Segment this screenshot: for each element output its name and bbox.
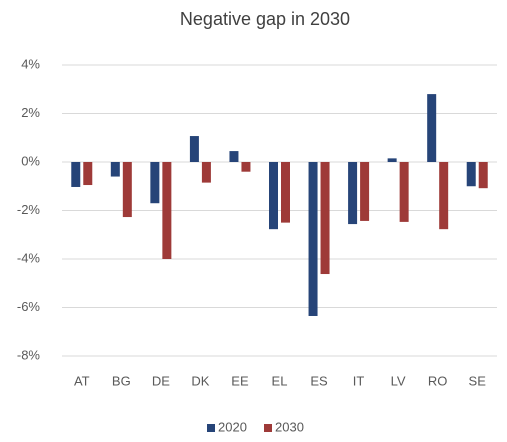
bar	[189, 136, 199, 162]
bar	[478, 162, 488, 189]
bar	[427, 94, 437, 162]
bar	[229, 151, 239, 162]
x-tick-label: ES	[310, 373, 328, 388]
x-tick-label: EL	[272, 373, 288, 388]
bar	[466, 162, 476, 187]
y-tick-label: 0%	[21, 153, 40, 168]
bar	[360, 162, 370, 221]
x-tick-label: IT	[353, 373, 365, 388]
bar	[71, 162, 81, 187]
x-tick-label: EE	[231, 373, 249, 388]
bar	[348, 162, 358, 225]
bar	[387, 158, 397, 162]
y-tick-label: -4%	[17, 250, 41, 265]
y-tick-label: -6%	[17, 299, 41, 314]
chart-title: Negative gap in 2030	[180, 9, 350, 29]
legend-label: 2030	[275, 419, 304, 434]
bar	[439, 162, 449, 230]
x-tick-label: SE	[469, 373, 487, 388]
bar	[150, 162, 160, 204]
legend-label: 2020	[218, 419, 247, 434]
bar	[281, 162, 290, 223]
bar	[162, 162, 172, 259]
y-tick-label: 4%	[21, 56, 40, 71]
y-tick-label: 2%	[21, 105, 40, 120]
x-tick-label: AT	[74, 373, 90, 388]
bar	[399, 162, 409, 222]
x-tick-label: RO	[428, 373, 448, 388]
bar	[110, 162, 120, 177]
bar	[320, 162, 330, 275]
bar	[241, 162, 251, 172]
legend-swatch	[264, 424, 272, 432]
bar	[122, 162, 132, 218]
legend-swatch	[207, 424, 215, 432]
bar	[83, 162, 93, 186]
x-tick-label: BG	[112, 373, 131, 388]
x-tick-label: LV	[391, 373, 406, 388]
x-tick-label: DE	[152, 373, 170, 388]
bar	[201, 162, 211, 183]
y-tick-label: -8%	[17, 347, 41, 362]
bar	[308, 162, 318, 316]
y-tick-label: -2%	[17, 202, 41, 217]
bar	[269, 162, 278, 230]
x-tick-label: DK	[191, 373, 209, 388]
